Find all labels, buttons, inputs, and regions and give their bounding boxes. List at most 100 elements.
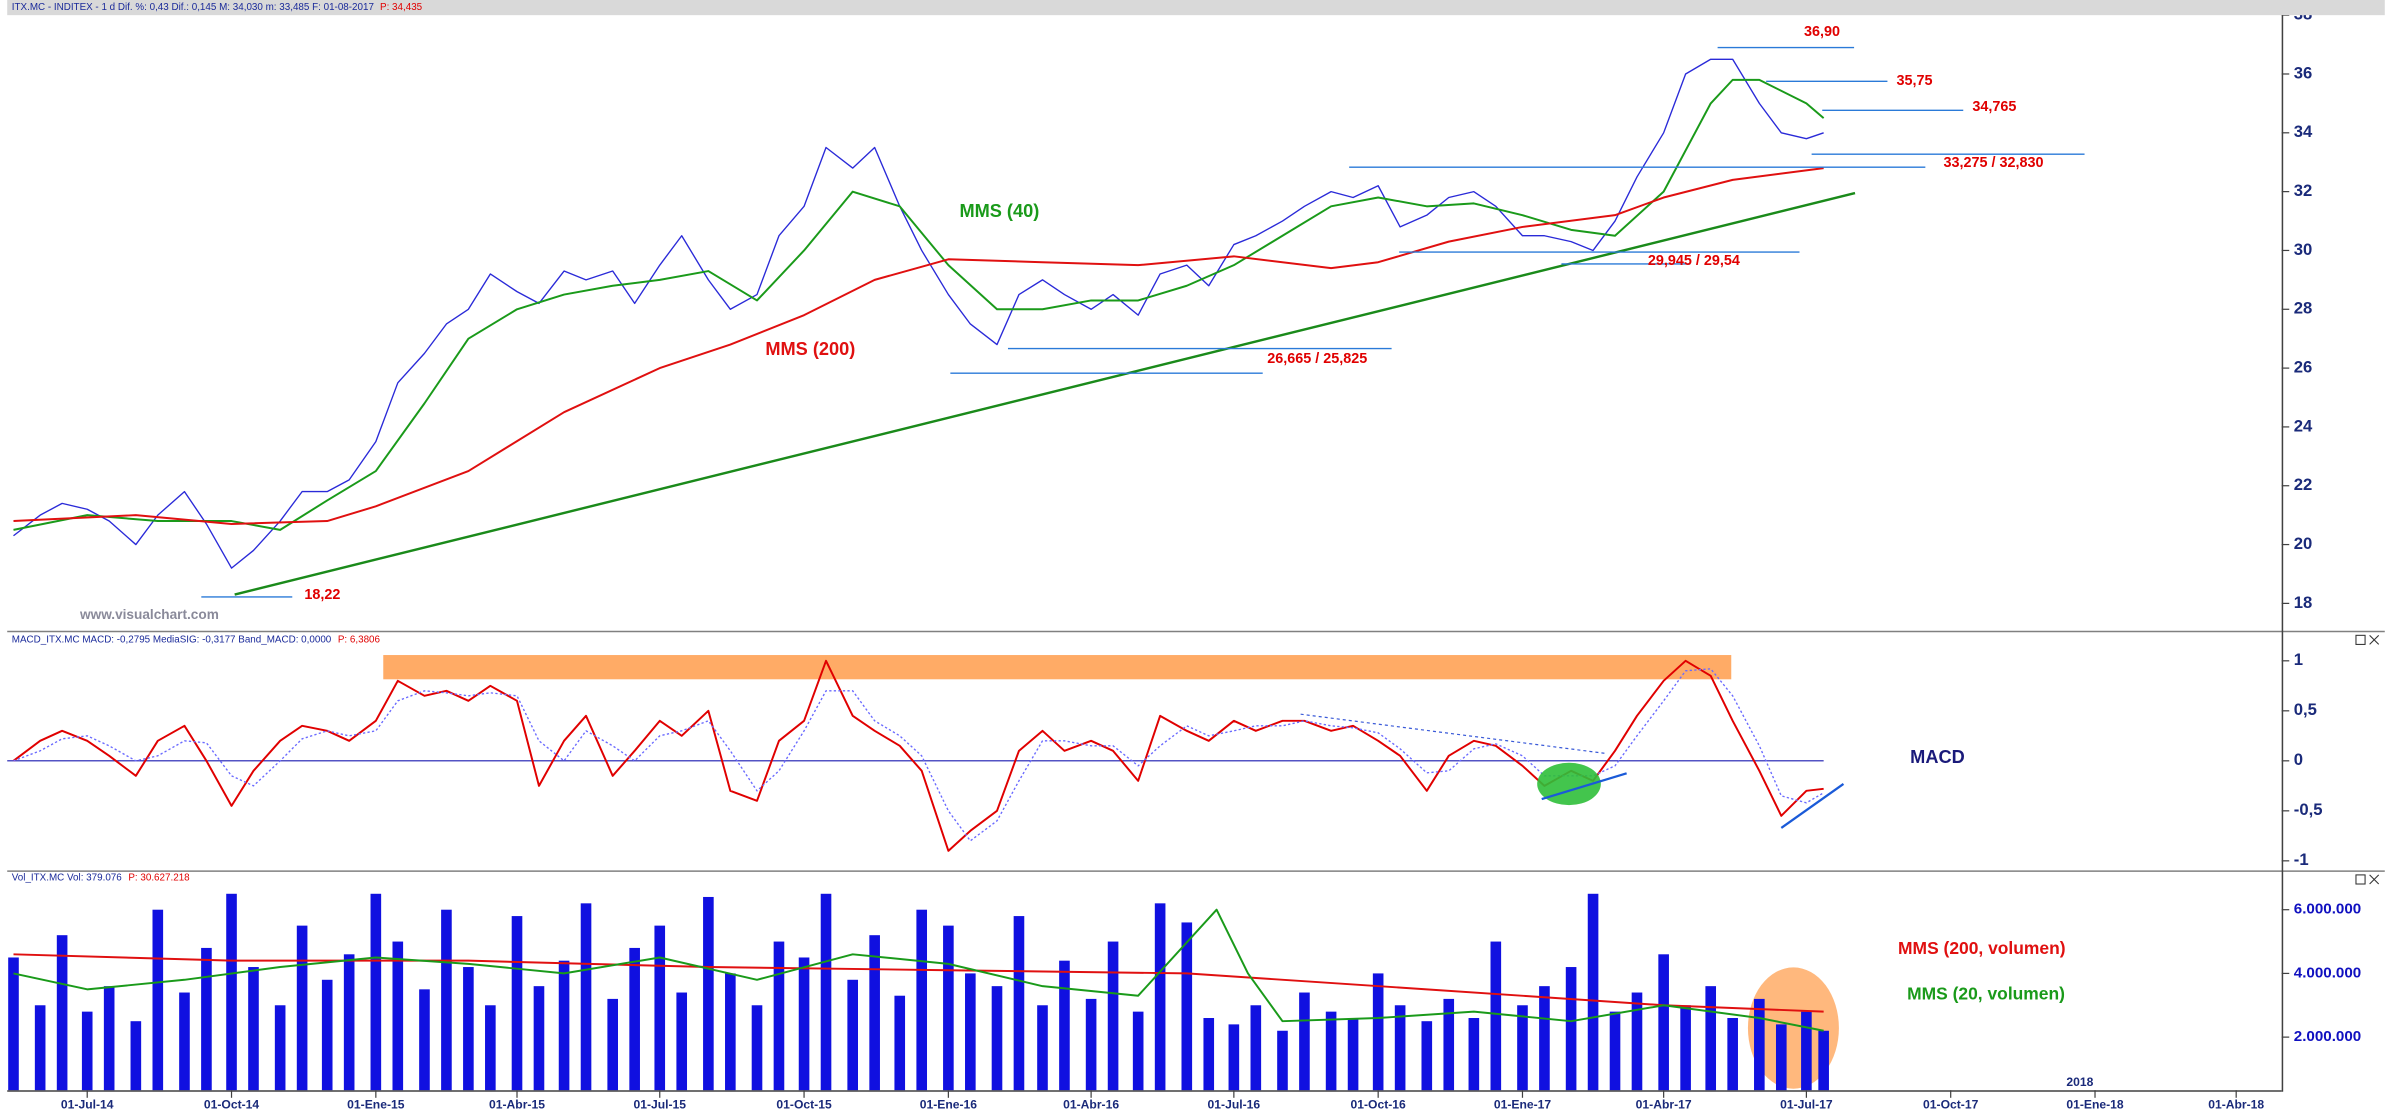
y-tick-label: 18 [2294, 593, 2313, 612]
x-tick-label: 01-Abr-15 [489, 1098, 545, 1112]
maximize-button[interactable] [2355, 874, 2366, 885]
volume-bar [1587, 893, 1599, 1091]
y-tick-label: 24 [2294, 416, 2313, 435]
x-tick-label: 01-Jul-16 [1208, 1098, 1261, 1112]
volume-bar [248, 967, 259, 1091]
volume-bar [1754, 998, 1765, 1091]
volume-bar [1565, 967, 1577, 1091]
volume-bar [419, 989, 430, 1091]
x-tick-label: 01-Ene-18 [2066, 1098, 2124, 1112]
x-tick-label: 01-Ene-16 [920, 1098, 978, 1112]
y-tick-label: 2.000.000 [2294, 1028, 2361, 1045]
volume-bar [1631, 992, 1643, 1091]
volume-bar [607, 998, 619, 1091]
volume-bar [1107, 941, 1119, 1091]
level-label: 35,75 [1897, 73, 1933, 89]
volume-bar [1609, 1011, 1621, 1091]
close-button[interactable] [2369, 634, 2380, 645]
volume-bar [991, 986, 1003, 1091]
x-tick-label: 01-Oct-17 [1923, 1098, 1979, 1112]
x-tick-label: 01-Abr-17 [1636, 1098, 1692, 1112]
y-tick-label: 32 [2294, 181, 2313, 200]
volume-bar [1394, 1005, 1406, 1091]
x-tick-label: 01-Ene-17 [1494, 1098, 1552, 1112]
volume-bar [1658, 954, 1669, 1091]
volume-bar [725, 973, 736, 1091]
series-label: MMS (20, volumen) [1907, 983, 2065, 1003]
volume-bar [1443, 998, 1455, 1091]
volume-bar [179, 992, 190, 1091]
level-label: 18,22 [304, 587, 340, 603]
y-tick-label: 4.000.000 [2294, 964, 2361, 981]
y-tick-label: 0 [2294, 750, 2303, 769]
window-buttons[interactable] [2355, 634, 2380, 885]
y-tick-label: 30 [2294, 240, 2313, 259]
volume-bar [463, 967, 474, 1091]
support-line [1541, 772, 1627, 801]
y-tick-label: -1 [2294, 850, 2309, 869]
level-label: 26,665 / 25,825 [1267, 351, 1367, 367]
volume-bar [1228, 1024, 1240, 1091]
trendline [234, 191, 1856, 596]
volume-bar [130, 1021, 142, 1091]
series-label: MMS (40) [959, 201, 1039, 221]
volume-bar [869, 935, 880, 1091]
y-tick-label: 36 [2294, 63, 2313, 82]
volume-bar [1154, 903, 1166, 1091]
volume-bar [1372, 973, 1384, 1091]
volume-bar [1037, 1005, 1048, 1091]
volume-bar [820, 893, 832, 1091]
volume-bar [226, 893, 237, 1091]
volume-bar [1468, 1018, 1480, 1091]
y-tick-label: 0,5 [2294, 700, 2317, 719]
volume-bar [1517, 1005, 1528, 1091]
volume-bar [81, 1011, 93, 1091]
volume-bar [847, 979, 858, 1091]
x-tick-label: 01-Jul-14 [61, 1098, 114, 1112]
volume-bar [103, 986, 115, 1091]
macd-label: MACD [1910, 747, 1965, 767]
series-line [13, 167, 1824, 525]
volume-bar [1299, 992, 1310, 1091]
overlay: 182022242628303234363836,9035,7534,76533… [61, 5, 2361, 1112]
volume-bar [1680, 1005, 1691, 1091]
volume-bar [201, 947, 212, 1091]
y-tick-label: 26 [2294, 358, 2313, 377]
marks [7, 58, 1856, 1091]
x-tick-label: 01-Jul-15 [633, 1098, 686, 1112]
background [7, 0, 2385, 1116]
volume-bar [533, 986, 545, 1091]
x-tick-label: 01-Ene-15 [347, 1098, 405, 1112]
volume-bar [1818, 1030, 1829, 1091]
volume-bar [1059, 960, 1070, 1091]
level-label: 34,765 [1972, 99, 2016, 115]
volume-bar [773, 941, 785, 1091]
x-tick-label: 01-Oct-16 [1351, 1098, 1407, 1112]
volume-bar [1181, 922, 1193, 1091]
close-button[interactable] [2369, 874, 2380, 885]
volume-bar [441, 909, 452, 1091]
volume-bar [321, 979, 333, 1091]
volume-bar [703, 896, 714, 1091]
volume-bar [1539, 986, 1550, 1091]
watermark: www.visualchart.com [79, 607, 219, 622]
level-label: 29,945 / 29,54 [1648, 253, 1740, 269]
volume-bar [1250, 1005, 1262, 1091]
y-tick-label: 1 [2294, 650, 2303, 669]
x-tick-label: 01-Oct-15 [776, 1098, 832, 1112]
level-label: 33,275 / 32,830 [1944, 155, 2044, 171]
volume-bar [654, 925, 666, 1091]
x-tick-label: 01-Abr-18 [2208, 1098, 2264, 1112]
highlight-band [383, 655, 1732, 680]
header-bar [7, 0, 2385, 16]
volume-bar [274, 1005, 286, 1091]
volume-bar [152, 909, 164, 1091]
maximize-button[interactable] [2355, 634, 2366, 645]
volume-bar [916, 909, 928, 1091]
x-tick-label: 01-Oct-14 [204, 1098, 260, 1112]
volume-bar [798, 957, 810, 1091]
y-tick-label: 6.000.000 [2294, 901, 2361, 918]
volume-bar [943, 925, 954, 1091]
volume-bar [370, 893, 382, 1091]
series-line [13, 953, 1824, 1013]
